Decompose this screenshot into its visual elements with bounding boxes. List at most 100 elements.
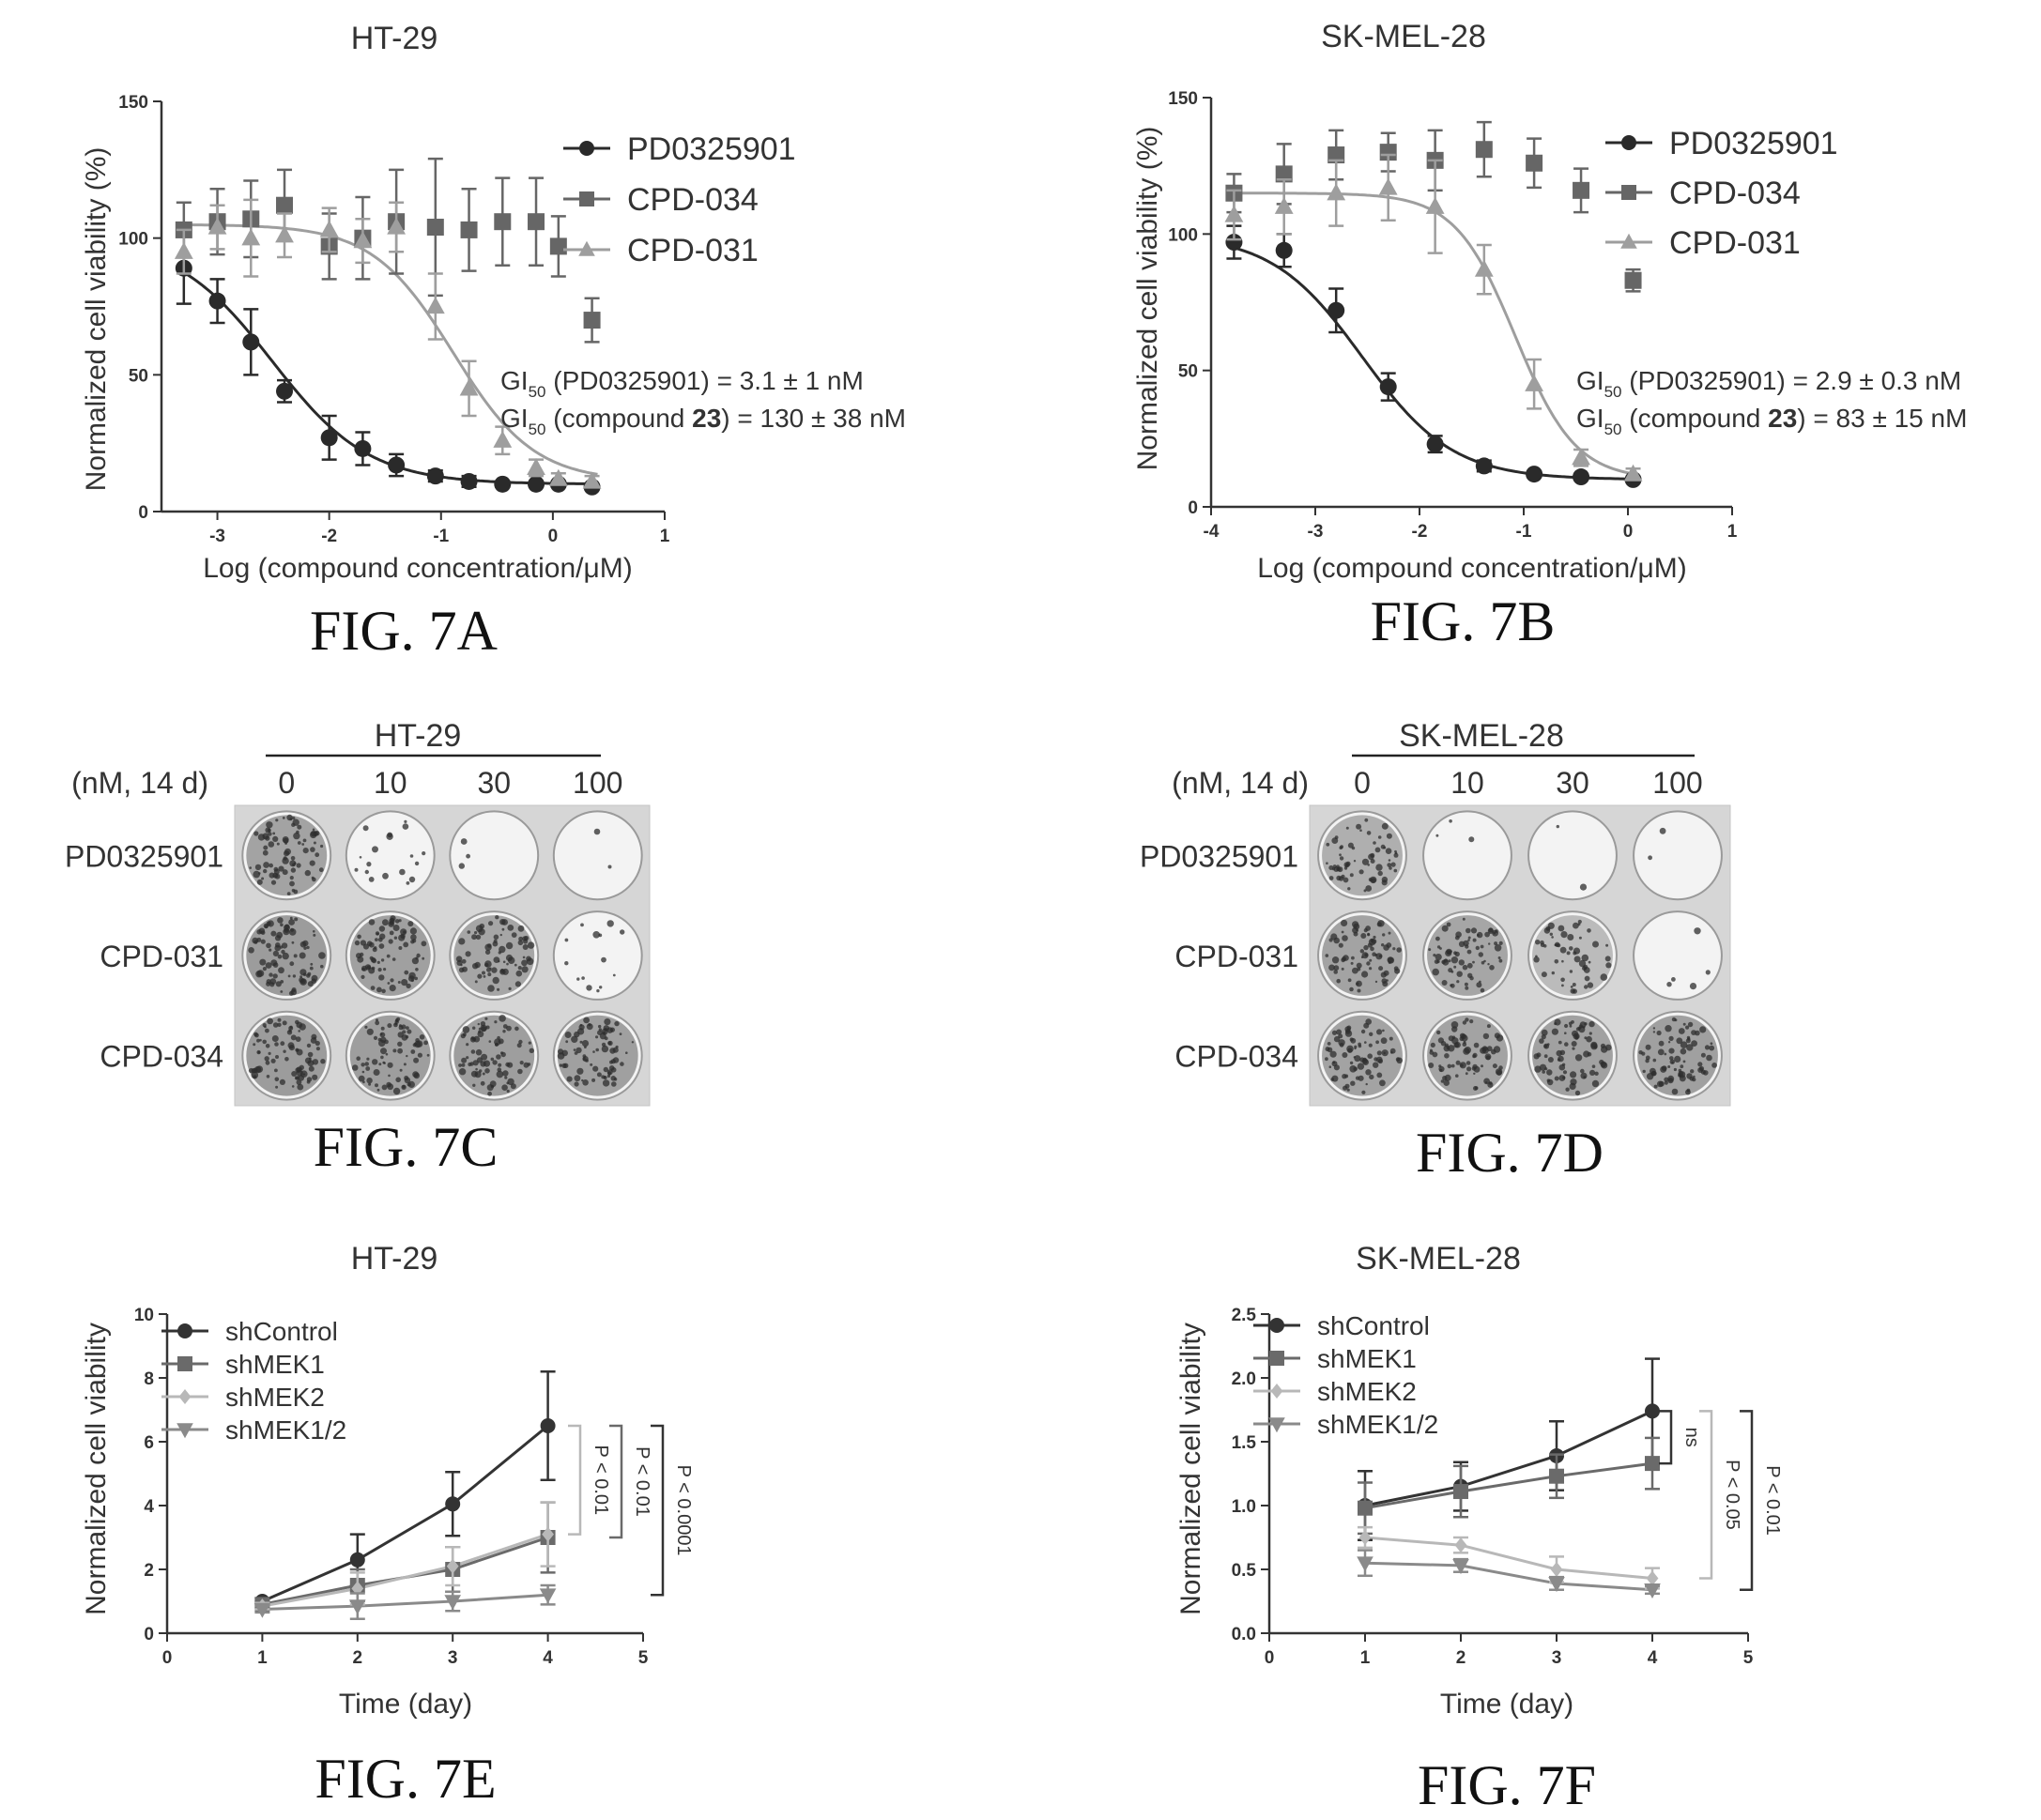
colony — [507, 925, 514, 931]
colony — [370, 986, 376, 990]
colony — [483, 1060, 491, 1067]
plate-title: SK-MEL-28 — [1399, 718, 1564, 754]
colony — [269, 948, 272, 952]
colony — [1547, 1043, 1550, 1046]
x-tick-label: 5 — [1743, 1648, 1754, 1668]
colony — [507, 1078, 514, 1086]
colony — [390, 978, 394, 983]
colony — [386, 954, 391, 958]
colony — [573, 1048, 576, 1051]
data-point — [444, 1595, 461, 1611]
colony — [1541, 1034, 1546, 1040]
colony — [1357, 967, 1361, 971]
colony — [306, 1077, 313, 1082]
colony — [360, 952, 364, 957]
data-point — [1475, 141, 1493, 159]
colony — [508, 986, 512, 990]
colony — [272, 835, 279, 843]
colony — [484, 960, 492, 968]
colony — [466, 1043, 469, 1047]
row-label: CPD-034 — [1174, 1040, 1298, 1074]
colony — [1393, 966, 1399, 971]
colony — [1381, 876, 1389, 883]
y-tick-label: 1.0 — [1232, 1497, 1256, 1517]
colony — [404, 970, 409, 975]
colony — [1474, 1086, 1479, 1091]
data-point — [1475, 457, 1493, 475]
colony — [280, 923, 284, 927]
colony — [405, 1035, 409, 1039]
colony — [612, 1047, 619, 1053]
data-point — [579, 141, 594, 156]
colony — [274, 1042, 279, 1047]
colony — [1354, 1055, 1361, 1063]
colony — [283, 856, 287, 861]
data-point — [494, 475, 512, 493]
row-label: CPD-031 — [1174, 940, 1298, 973]
colony — [368, 919, 376, 925]
colony — [1370, 852, 1375, 858]
colony — [1573, 956, 1581, 963]
colony — [292, 974, 297, 978]
data-point — [1426, 436, 1444, 453]
colony — [1356, 928, 1358, 932]
colony — [494, 1020, 498, 1024]
colony — [293, 954, 298, 958]
colony — [409, 927, 417, 935]
colony — [381, 1084, 388, 1091]
colony — [1373, 841, 1376, 845]
colony — [419, 1034, 425, 1040]
colony — [1480, 944, 1484, 949]
colony — [495, 915, 499, 920]
panel-fig-7b: SK-MEL-28 Log (compound concentration/μM… — [1132, 19, 1967, 652]
colony — [1591, 1064, 1596, 1068]
gi50-annotation: GI50 (compound 23) = 83 ± 15 nM — [1576, 404, 1967, 438]
colony — [475, 1067, 478, 1071]
colony — [499, 919, 506, 925]
colony — [414, 1042, 418, 1046]
colony — [522, 956, 526, 959]
colony — [592, 1065, 599, 1072]
colony — [1358, 1075, 1364, 1081]
colony — [1691, 1040, 1697, 1047]
colony — [257, 834, 266, 841]
colony — [502, 1030, 506, 1033]
colony — [406, 1054, 408, 1058]
x-tick-label: -3 — [209, 527, 225, 546]
x-tick-label: 0 — [1265, 1648, 1275, 1668]
colony — [574, 1051, 578, 1055]
colony — [1376, 1050, 1382, 1056]
colony — [413, 1057, 420, 1063]
colony — [472, 1083, 476, 1088]
data-point — [1624, 271, 1642, 289]
colony — [1378, 966, 1384, 971]
colony — [253, 1043, 256, 1047]
data-point — [460, 221, 478, 238]
legend-label: PD0325901 — [1669, 126, 1838, 161]
colony — [1449, 819, 1452, 823]
colony-stain — [1322, 815, 1403, 896]
colony — [1667, 1065, 1671, 1068]
figure-label: FIG. 7A — [310, 600, 498, 662]
colony — [1361, 858, 1370, 865]
colony — [1484, 1053, 1492, 1061]
concentration-label: 0 — [1354, 766, 1371, 800]
colony — [1555, 943, 1558, 946]
colony — [1678, 1071, 1684, 1077]
colony — [1353, 1056, 1357, 1059]
colony — [475, 925, 483, 933]
colony — [1664, 1077, 1669, 1082]
legend-label: shMEK1/2 — [225, 1415, 346, 1445]
colony — [571, 1035, 578, 1044]
colony — [1574, 1054, 1583, 1062]
colony — [253, 940, 258, 944]
colony — [1363, 928, 1368, 933]
colony — [1480, 987, 1485, 993]
colony — [291, 987, 297, 992]
colony — [397, 1041, 403, 1048]
colony — [1372, 952, 1376, 956]
colony — [375, 1020, 380, 1026]
chart-title: HT-29 — [351, 21, 438, 56]
colony — [388, 939, 393, 944]
colony — [354, 940, 361, 946]
